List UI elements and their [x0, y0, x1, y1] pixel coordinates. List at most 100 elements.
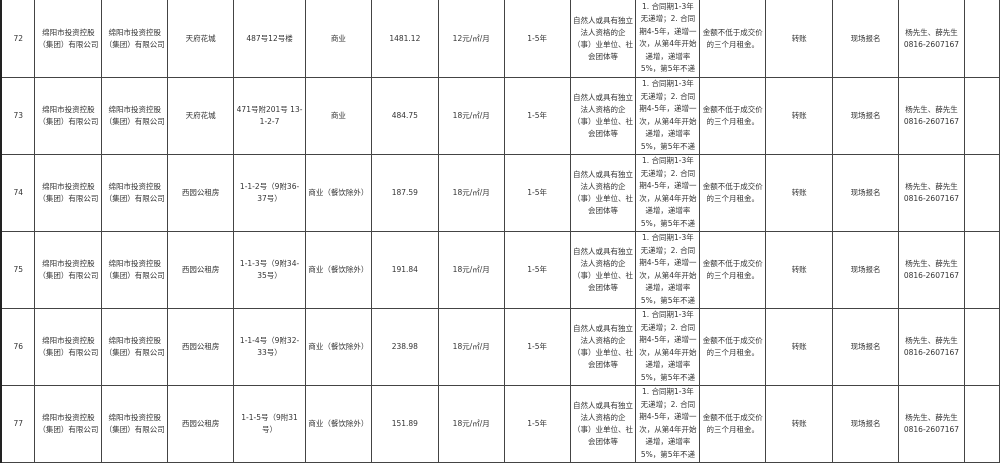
lessor-text: 绵阳市投资控股（集团）有限公司	[38, 413, 99, 434]
owner-text: 绵阳市投资控股（集团）有限公司	[104, 27, 165, 49]
cell-lessor: 绵阳市投资控股（集团）有限公司	[34, 77, 103, 155]
contact-text: 杨先生、薛先生 0816-2607167	[903, 413, 960, 434]
cell-method: 转账	[765, 154, 834, 232]
price-text: 18元/㎡/月	[452, 265, 490, 274]
cell-method: 转账	[765, 77, 834, 155]
price-text: 18元/㎡/月	[452, 342, 490, 351]
area-text: 187.59	[391, 188, 418, 197]
cell-qualification: 自然人或具有独立法人资格的企（事）业单位、社会团体等	[569, 308, 637, 386]
cell-address: 1-1-3号（9附34-35号）	[233, 231, 306, 309]
cell-no: 72	[0, 0, 36, 78]
contact-text: 杨先生、薛先生 0816-2607167	[903, 259, 960, 280]
signup-text: 现场报名	[850, 33, 881, 43]
table-row: 74 绵阳市投资控股（集团）有限公司 绵阳市投资控股（集团）有限公司 西园公租房 1-1…	[0, 154, 1000, 232]
signup-text: 现场报名	[850, 265, 881, 274]
cell-method: 转账	[765, 231, 834, 309]
no-text: 72	[13, 33, 23, 43]
cell-deposit: 金额不低于成交价的三个月租金。	[699, 385, 767, 463]
cell-method: 转账	[765, 308, 834, 386]
qualification-text: 自然人或具有独立法人资格的企（事）业单位、社会团体等	[573, 170, 633, 215]
area-text: 238.98	[391, 342, 418, 351]
area-text: 151.89	[391, 419, 418, 428]
cell-contact: 杨先生、薛先生 0816-2607167	[898, 385, 965, 463]
cell-signup: 现场报名	[832, 0, 899, 78]
address-text: 471号附201号 13-1-2-7	[236, 105, 303, 126]
cell-no: 75	[0, 231, 36, 309]
signup-text: 现场报名	[850, 111, 881, 120]
project-text: 西园公租房	[181, 188, 220, 197]
address-text: 1-1-5号（9附31号）	[241, 413, 298, 434]
method-text: 转账	[791, 33, 807, 43]
cell-increase: 1. 合同期1-3年无递增；2. 合同期4-5年，递增一次，从第4年开始递增，递…	[635, 231, 701, 309]
qualification-text: 自然人或具有独立法人资格的企（事）业单位、社会团体等	[573, 401, 633, 446]
table-row: 75 绵阳市投资控股（集团）有限公司 绵阳市投资控股（集团）有限公司 西园公租房 1-1…	[0, 231, 1000, 309]
project-text: 西园公租房	[181, 342, 220, 351]
term-text: 1-5年	[527, 342, 547, 351]
qualification-text: 自然人或具有独立法人资格的企（事）业单位、社会团体等	[573, 93, 633, 138]
address-text: 1-1-3号（9附34-35号）	[239, 259, 300, 280]
cell-contact: 杨先生、薛先生 0816-2607167	[898, 308, 965, 386]
cell-term: 1-5年	[503, 154, 571, 232]
no-text: 73	[13, 111, 23, 120]
cell-project: 天府花城	[167, 77, 235, 155]
use-text: 商业	[330, 111, 346, 120]
table-row: 77 绵阳市投资控股（集团）有限公司 绵阳市投资控股（集团）有限公司 西园公租房 1-1…	[0, 385, 1000, 463]
cell-contact: 杨先生、薛先生 0816-2607167	[898, 154, 965, 232]
lessor-text: 绵阳市投资控股（集团）有限公司	[38, 259, 99, 280]
cell-area: 191.84	[370, 231, 439, 309]
cell-area: 1481.12	[370, 0, 439, 78]
cell-term: 1-5年	[503, 0, 571, 78]
cell-use: 商业	[304, 0, 372, 78]
cell-use: 商业（餐饮除外）	[304, 385, 372, 463]
price-text: 12元/㎡/月	[452, 33, 490, 43]
use-text: 商业（餐饮除外）	[308, 342, 369, 351]
use-text: 商业（餐饮除外）	[308, 265, 369, 274]
method-text: 转账	[791, 419, 807, 428]
cell-term: 1-5年	[503, 308, 571, 386]
owner-text: 绵阳市投资控股（集团）有限公司	[104, 182, 165, 203]
cell-owner: 绵阳市投资控股（集团）有限公司	[101, 231, 169, 309]
cell-address: 471号附201号 13-1-2-7	[233, 77, 306, 155]
cell-extra	[963, 154, 1000, 232]
use-text: 商业（餐饮除外）	[308, 188, 369, 197]
table-row: 76 绵阳市投资控股（集团）有限公司 绵阳市投资控股（集团）有限公司 西园公租房 1-1…	[0, 308, 1000, 386]
term-text: 1-5年	[527, 265, 547, 274]
cell-use: 商业（餐饮除外）	[304, 154, 372, 232]
cell-contact: 杨先生、薛先生 0816-2607167	[898, 77, 965, 155]
table-row: 72 绵阳市投资控股（集团）有限公司 绵阳市投资控股（集团）有限公司 天府花城 487号…	[0, 0, 1000, 78]
increase-text: 1. 合同期1-3年无递增；2. 合同期4-5年，递增一次，从第4年开始递增，递…	[639, 233, 697, 305]
cell-project: 西园公租房	[167, 231, 235, 309]
cell-price: 12元/㎡/月	[437, 0, 505, 78]
cell-use: 商业（餐饮除外）	[304, 231, 372, 309]
lessor-text: 绵阳市投资控股（集团）有限公司	[38, 27, 99, 49]
cell-no: 77	[0, 385, 36, 463]
project-text: 西园公租房	[181, 419, 220, 428]
owner-text: 绵阳市投资控股（集团）有限公司	[104, 105, 165, 126]
cell-qualification: 自然人或具有独立法人资格的企（事）业单位、社会团体等	[569, 231, 637, 309]
deposit-text: 金额不低于成交价的三个月租金。	[702, 336, 763, 357]
method-text: 转账	[791, 111, 807, 120]
cell-lessor: 绵阳市投资控股（集团）有限公司	[34, 154, 103, 232]
cell-term: 1-5年	[503, 77, 571, 155]
cell-extra	[963, 231, 1000, 309]
cell-price: 18元/㎡/月	[437, 231, 505, 309]
lessor-text: 绵阳市投资控股（集团）有限公司	[38, 336, 99, 357]
cell-area: 151.89	[370, 385, 439, 463]
cell-area: 484.75	[370, 77, 439, 155]
cell-project: 西园公租房	[167, 308, 235, 386]
use-text: 商业（餐饮除外）	[308, 419, 369, 428]
no-text: 75	[13, 265, 23, 274]
cell-contact: 杨先生、薛先生 0816-2607167	[898, 0, 965, 78]
cell-price: 18元/㎡/月	[437, 385, 505, 463]
cell-area: 238.98	[370, 308, 439, 386]
cell-qualification: 自然人或具有独立法人资格的企（事）业单位、社会团体等	[569, 154, 637, 232]
cell-owner: 绵阳市投资控股（集团）有限公司	[101, 77, 169, 155]
cell-address: 1-1-2号（9附36-37号）	[233, 154, 306, 232]
cell-extra	[963, 308, 1000, 386]
cell-increase: 1. 合同期1-3年无递增；2. 合同期4-5年，递增一次，从第4年开始递增，递…	[635, 385, 701, 463]
cell-term: 1-5年	[503, 231, 571, 309]
cell-increase: 1. 合同期1-3年无递增；2. 合同期4-5年，递增一次，从第4年开始递增，递…	[635, 77, 701, 155]
no-text: 76	[13, 342, 23, 351]
deposit-text: 金额不低于成交价的三个月租金。	[702, 259, 763, 280]
method-text: 转账	[791, 188, 807, 197]
